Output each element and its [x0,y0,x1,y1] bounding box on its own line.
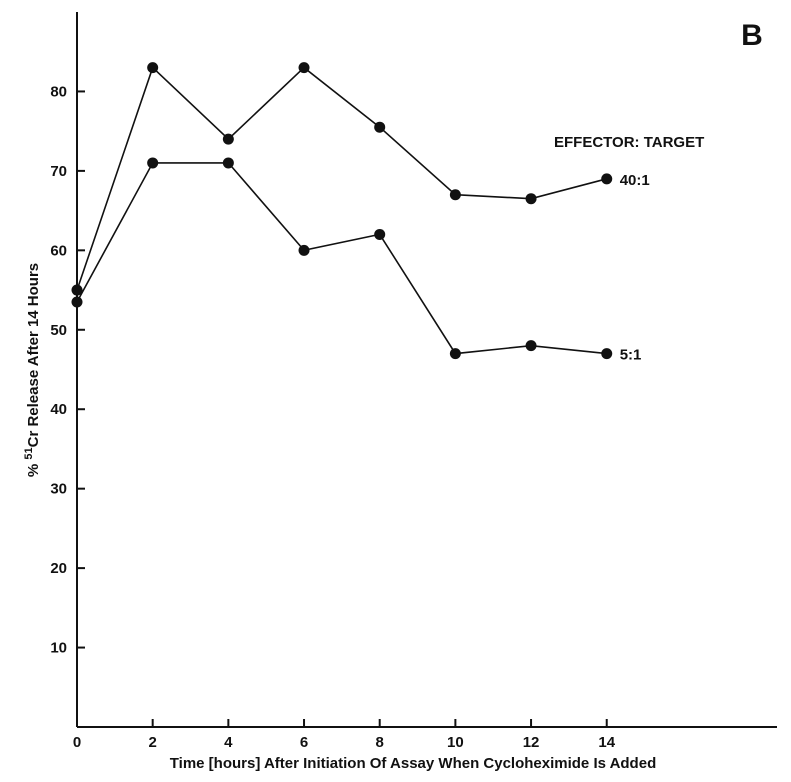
series-label: 40:1 [620,172,650,189]
x-tick-label: 6 [300,734,308,751]
x-axis-label: Time [hours] After Initiation Of Assay W… [170,755,656,772]
y-axis-label-rest: Cr Release After 14 Hours [25,263,42,448]
data-point [449,189,461,201]
x-tick-label: 8 [376,734,384,751]
y-tick-label: 20 [50,560,67,577]
y-tick-label: 70 [50,163,67,180]
x-ticks: 0 2 4 6 8 10 12 14 [73,719,616,751]
x-tick-label: 2 [149,734,157,751]
data-point [71,296,83,308]
y-ticks: 10 20 30 40 50 60 70 80 [50,83,85,657]
y-tick-label: 40 [50,401,67,418]
series-40-to-1: 40:1 [71,62,650,296]
data-point [147,62,159,74]
y-axis-label-isotope: 51 [23,447,35,459]
series-layer: 40:1 5:1 [71,62,650,364]
y-tick-label: 60 [50,242,67,259]
series-5-to-1: 5:1 [71,157,642,364]
series-line [76,162,607,355]
y-tick-label: 80 [50,83,67,100]
y-tick-label: 10 [50,640,67,657]
data-point [71,284,83,296]
y-tick-label: 30 [50,481,67,498]
data-point [525,340,537,352]
y-axis-label-prefix: % [25,460,42,478]
x-tick-label: 4 [224,734,233,751]
x-tick-label: 12 [523,734,540,751]
y-axis-label: % 51Cr Release After 14 Hours [23,263,42,477]
legend-title: EFFECTOR: TARGET [554,134,704,151]
x-tick-label: 10 [447,734,464,751]
data-point [222,157,234,169]
data-point [374,228,386,240]
series-line [76,66,607,291]
data-point [147,157,159,169]
y-tick-label: 50 [50,322,67,339]
data-point [298,244,310,256]
data-point [298,62,310,74]
panel-label: B [741,19,763,52]
data-point [601,348,613,360]
data-point [449,348,461,360]
data-point [374,121,386,133]
x-tick-label: 14 [598,734,615,751]
data-point [601,173,613,185]
data-point [525,193,537,205]
x-tick-label: 0 [73,734,81,751]
data-point [222,133,234,145]
axes [76,12,777,728]
series-label: 5:1 [620,347,642,364]
